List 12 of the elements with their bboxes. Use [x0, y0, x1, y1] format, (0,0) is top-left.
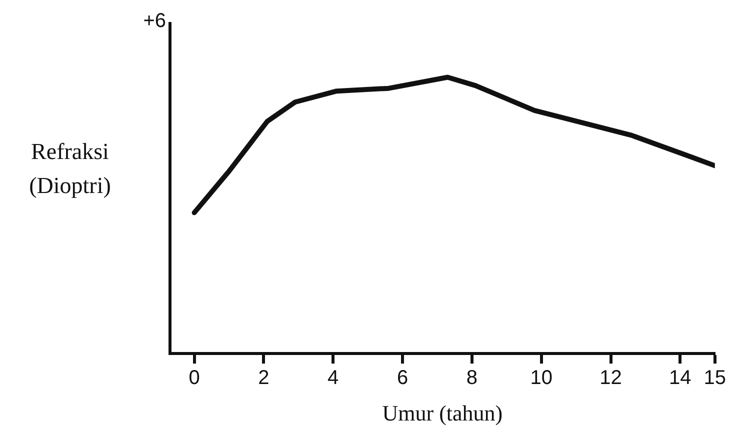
x-tick-label: 8	[466, 367, 478, 390]
text: +6	[142, 10, 166, 33]
x-tick-label: 4	[328, 367, 339, 390]
x-tick-label: 15	[704, 367, 726, 390]
x-axis-title: Umur (tahun)	[382, 400, 503, 426]
x-tick-label: 6	[396, 367, 408, 390]
x-tick-label: 10	[530, 367, 552, 390]
x-tick-label: 12	[600, 367, 622, 390]
x-tick-label: 2	[258, 367, 270, 390]
y-axis-title: Refraksi (Dioptri)	[28, 138, 112, 200]
x-tick-label: 0	[188, 367, 200, 390]
x-tick-label: 14	[669, 367, 692, 390]
